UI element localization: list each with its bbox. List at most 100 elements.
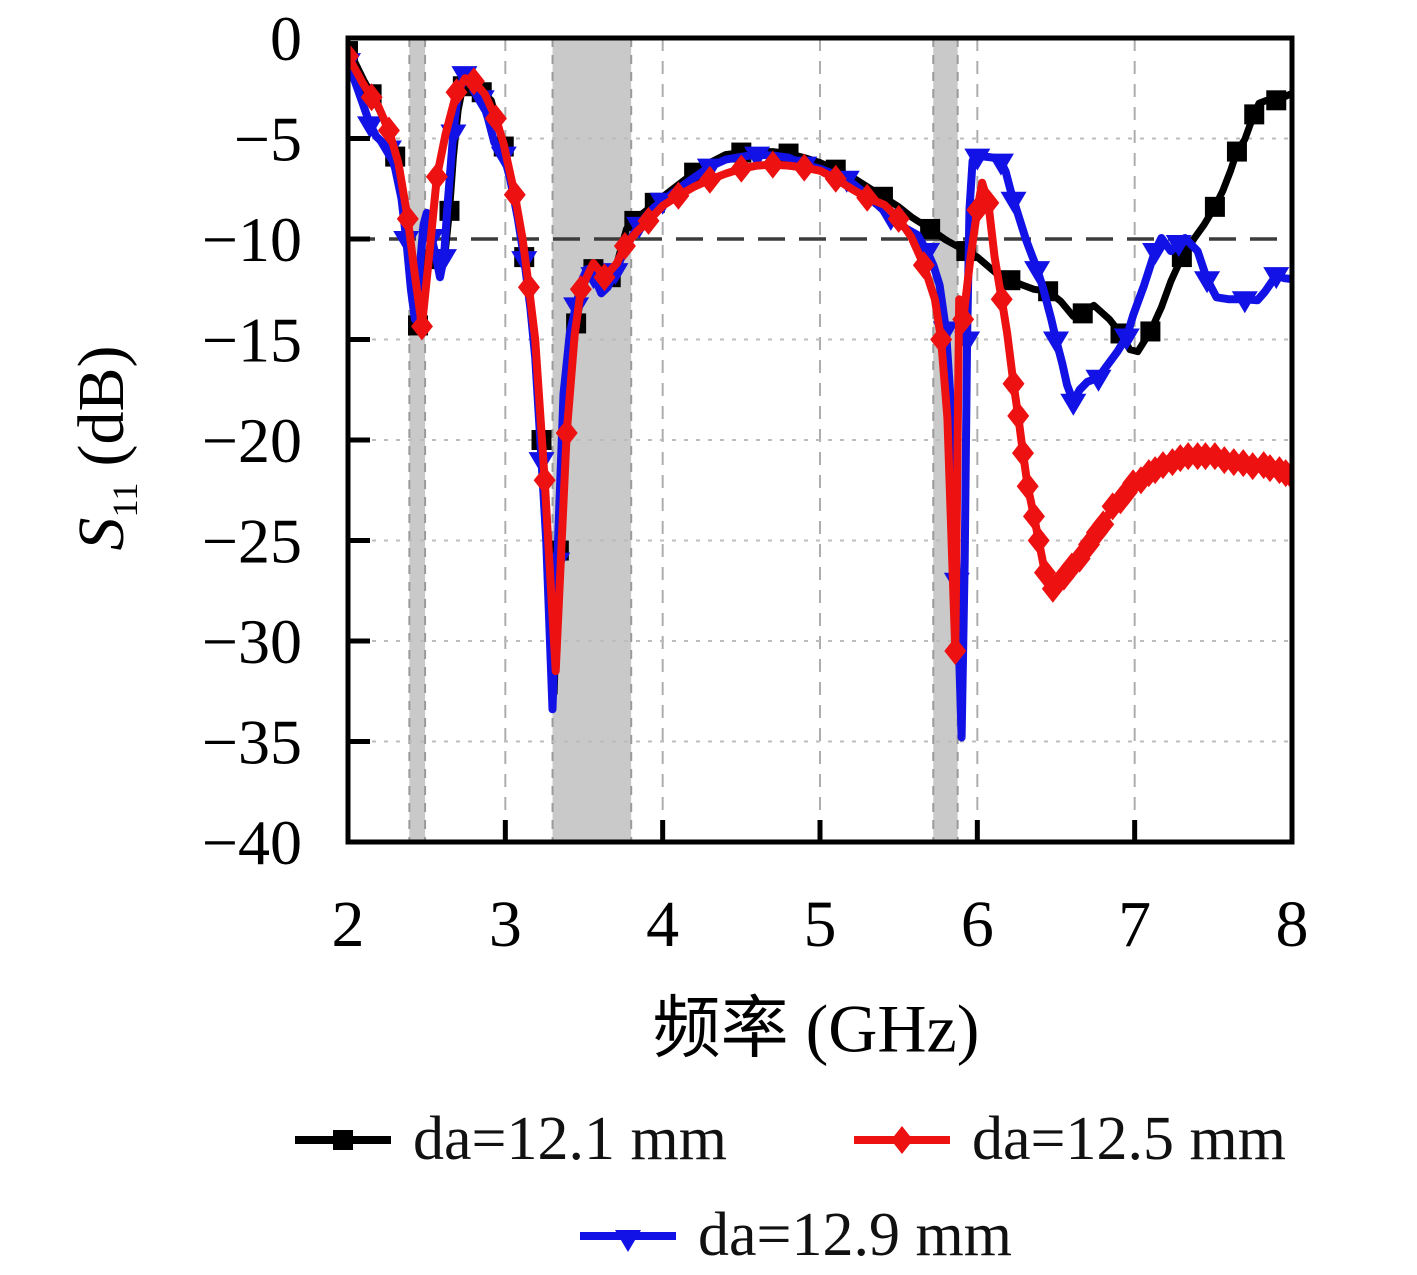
diamond-marker bbox=[593, 263, 616, 292]
square-marker bbox=[920, 218, 941, 239]
diamond-marker bbox=[637, 206, 660, 235]
x-tick-label-2: 2 bbox=[332, 888, 365, 961]
y-axis-title: S11 (dB) bbox=[64, 346, 146, 551]
diamond-marker bbox=[425, 162, 448, 191]
y-tick-label-0: 0 bbox=[270, 3, 302, 74]
y-axis-unit: (dB) bbox=[64, 345, 138, 467]
diamond-marker bbox=[410, 312, 433, 341]
diamond-marker bbox=[445, 78, 468, 107]
diamond-marker bbox=[396, 204, 419, 233]
triangle-down-marker bbox=[1085, 369, 1112, 392]
diamond-marker bbox=[462, 67, 485, 96]
diamond-marker bbox=[730, 154, 753, 183]
triangle-down-marker bbox=[1194, 271, 1221, 294]
series-layer bbox=[348, 41, 1292, 742]
diamond-marker bbox=[698, 165, 721, 194]
diamond-marker bbox=[930, 325, 953, 354]
diamond-marker bbox=[1016, 472, 1039, 501]
triangle-down-marker bbox=[1024, 261, 1051, 284]
square-marker bbox=[1226, 141, 1247, 162]
square-marker bbox=[1072, 303, 1093, 324]
diamond-marker bbox=[856, 183, 879, 212]
diamond-marker bbox=[1027, 526, 1050, 555]
y-tick-label--30: −30 bbox=[202, 606, 302, 677]
square-marker bbox=[1140, 321, 1161, 342]
diamond-marker bbox=[613, 232, 636, 261]
x-tick-label-8: 8 bbox=[1276, 888, 1309, 961]
diamond-marker bbox=[377, 116, 400, 145]
y-tick-label--40: −40 bbox=[202, 807, 302, 878]
x-tick-label-3: 3 bbox=[489, 888, 522, 961]
diamond-marker bbox=[1007, 401, 1030, 430]
diamond-marker bbox=[503, 180, 526, 209]
diamond-marker bbox=[1011, 439, 1034, 468]
triangle-down-marker bbox=[1000, 191, 1027, 214]
legend-label-da-12.9mm: da=12.9 mm bbox=[698, 1201, 1012, 1269]
diamond-marker bbox=[360, 83, 383, 112]
x-tick-label-6: 6 bbox=[961, 888, 994, 961]
y-tick-label--25: −25 bbox=[202, 506, 302, 577]
diamond-marker bbox=[990, 285, 1013, 314]
y-tick-label--15: −15 bbox=[202, 305, 302, 376]
diamond-marker bbox=[824, 164, 847, 193]
x-axis-title: 频率 (GHz) bbox=[652, 990, 980, 1067]
series-da-12.9-mm bbox=[348, 53, 1292, 742]
diamond-icon bbox=[891, 1125, 913, 1154]
square-marker bbox=[1266, 90, 1287, 111]
y-tick-label--20: −20 bbox=[202, 405, 302, 476]
diamond-marker bbox=[793, 153, 816, 182]
y-tick-label--5: −5 bbox=[234, 104, 302, 175]
triangle-down-icon bbox=[615, 1229, 641, 1252]
legend-line-square-icon bbox=[295, 1129, 391, 1150]
square-marker bbox=[1000, 270, 1021, 291]
legend-label-da-12.1mm: da=12.1 mm bbox=[413, 1105, 727, 1173]
legend-line-diamond-icon bbox=[854, 1125, 950, 1154]
diamond-marker bbox=[1022, 502, 1045, 531]
diamond-marker bbox=[348, 42, 359, 71]
x-tick-label-7: 7 bbox=[1118, 888, 1151, 961]
diamond-marker bbox=[569, 275, 592, 304]
triangle-down-marker bbox=[430, 249, 457, 272]
triangle-down-marker bbox=[1113, 328, 1140, 351]
diamond-marker bbox=[484, 104, 507, 133]
y-tick-label--10: −10 bbox=[202, 204, 302, 275]
diamond-marker bbox=[761, 150, 784, 179]
legend-entry-da-12.1mm: da=12.1 mm bbox=[293, 1104, 727, 1175]
diamond-marker bbox=[944, 637, 967, 666]
x-tick-label-5: 5 bbox=[804, 888, 837, 961]
triangle-down-marker bbox=[1231, 291, 1258, 314]
diamond-marker bbox=[977, 188, 1000, 217]
diamond-marker bbox=[517, 273, 540, 302]
x-tick-label-4: 4 bbox=[646, 888, 679, 961]
triangle-down-marker bbox=[1165, 235, 1192, 258]
legend-entry-da-12.5mm: da=12.5 mm bbox=[852, 1104, 1286, 1175]
diamond-marker bbox=[1092, 510, 1115, 539]
diamond-marker bbox=[667, 181, 690, 210]
triangle-down-marker bbox=[964, 148, 991, 171]
diamond-marker bbox=[555, 418, 578, 447]
y-tick-label--35: −35 bbox=[202, 707, 302, 778]
triangle-down-marker bbox=[1263, 267, 1290, 290]
triangle-down-marker bbox=[1043, 331, 1069, 354]
diamond-marker bbox=[533, 466, 556, 495]
triangle-down-marker bbox=[357, 116, 384, 139]
triangle-down-marker bbox=[987, 153, 1014, 176]
legend-entry-da-12.9mm: da=12.9 mm bbox=[578, 1200, 1012, 1271]
series-da-12.5-mm bbox=[348, 42, 1292, 676]
triangle-down-marker bbox=[744, 146, 771, 169]
y-axis-symbol: S bbox=[64, 517, 138, 551]
diamond-marker bbox=[952, 305, 975, 334]
legend-line-triangle-icon bbox=[580, 1229, 676, 1252]
legend-label-da-12.5mm: da=12.5 mm bbox=[972, 1105, 1286, 1173]
square-marker bbox=[1204, 196, 1225, 217]
square-marker bbox=[1244, 104, 1265, 125]
triangle-down-marker bbox=[1060, 393, 1087, 416]
triangle-down-marker bbox=[1142, 243, 1169, 266]
diamond-marker bbox=[912, 251, 935, 280]
diamond-marker bbox=[1002, 369, 1025, 398]
y-axis-subscript: 11 bbox=[105, 482, 146, 518]
diamond-marker bbox=[887, 204, 910, 233]
diamond-marker bbox=[1281, 462, 1292, 491]
